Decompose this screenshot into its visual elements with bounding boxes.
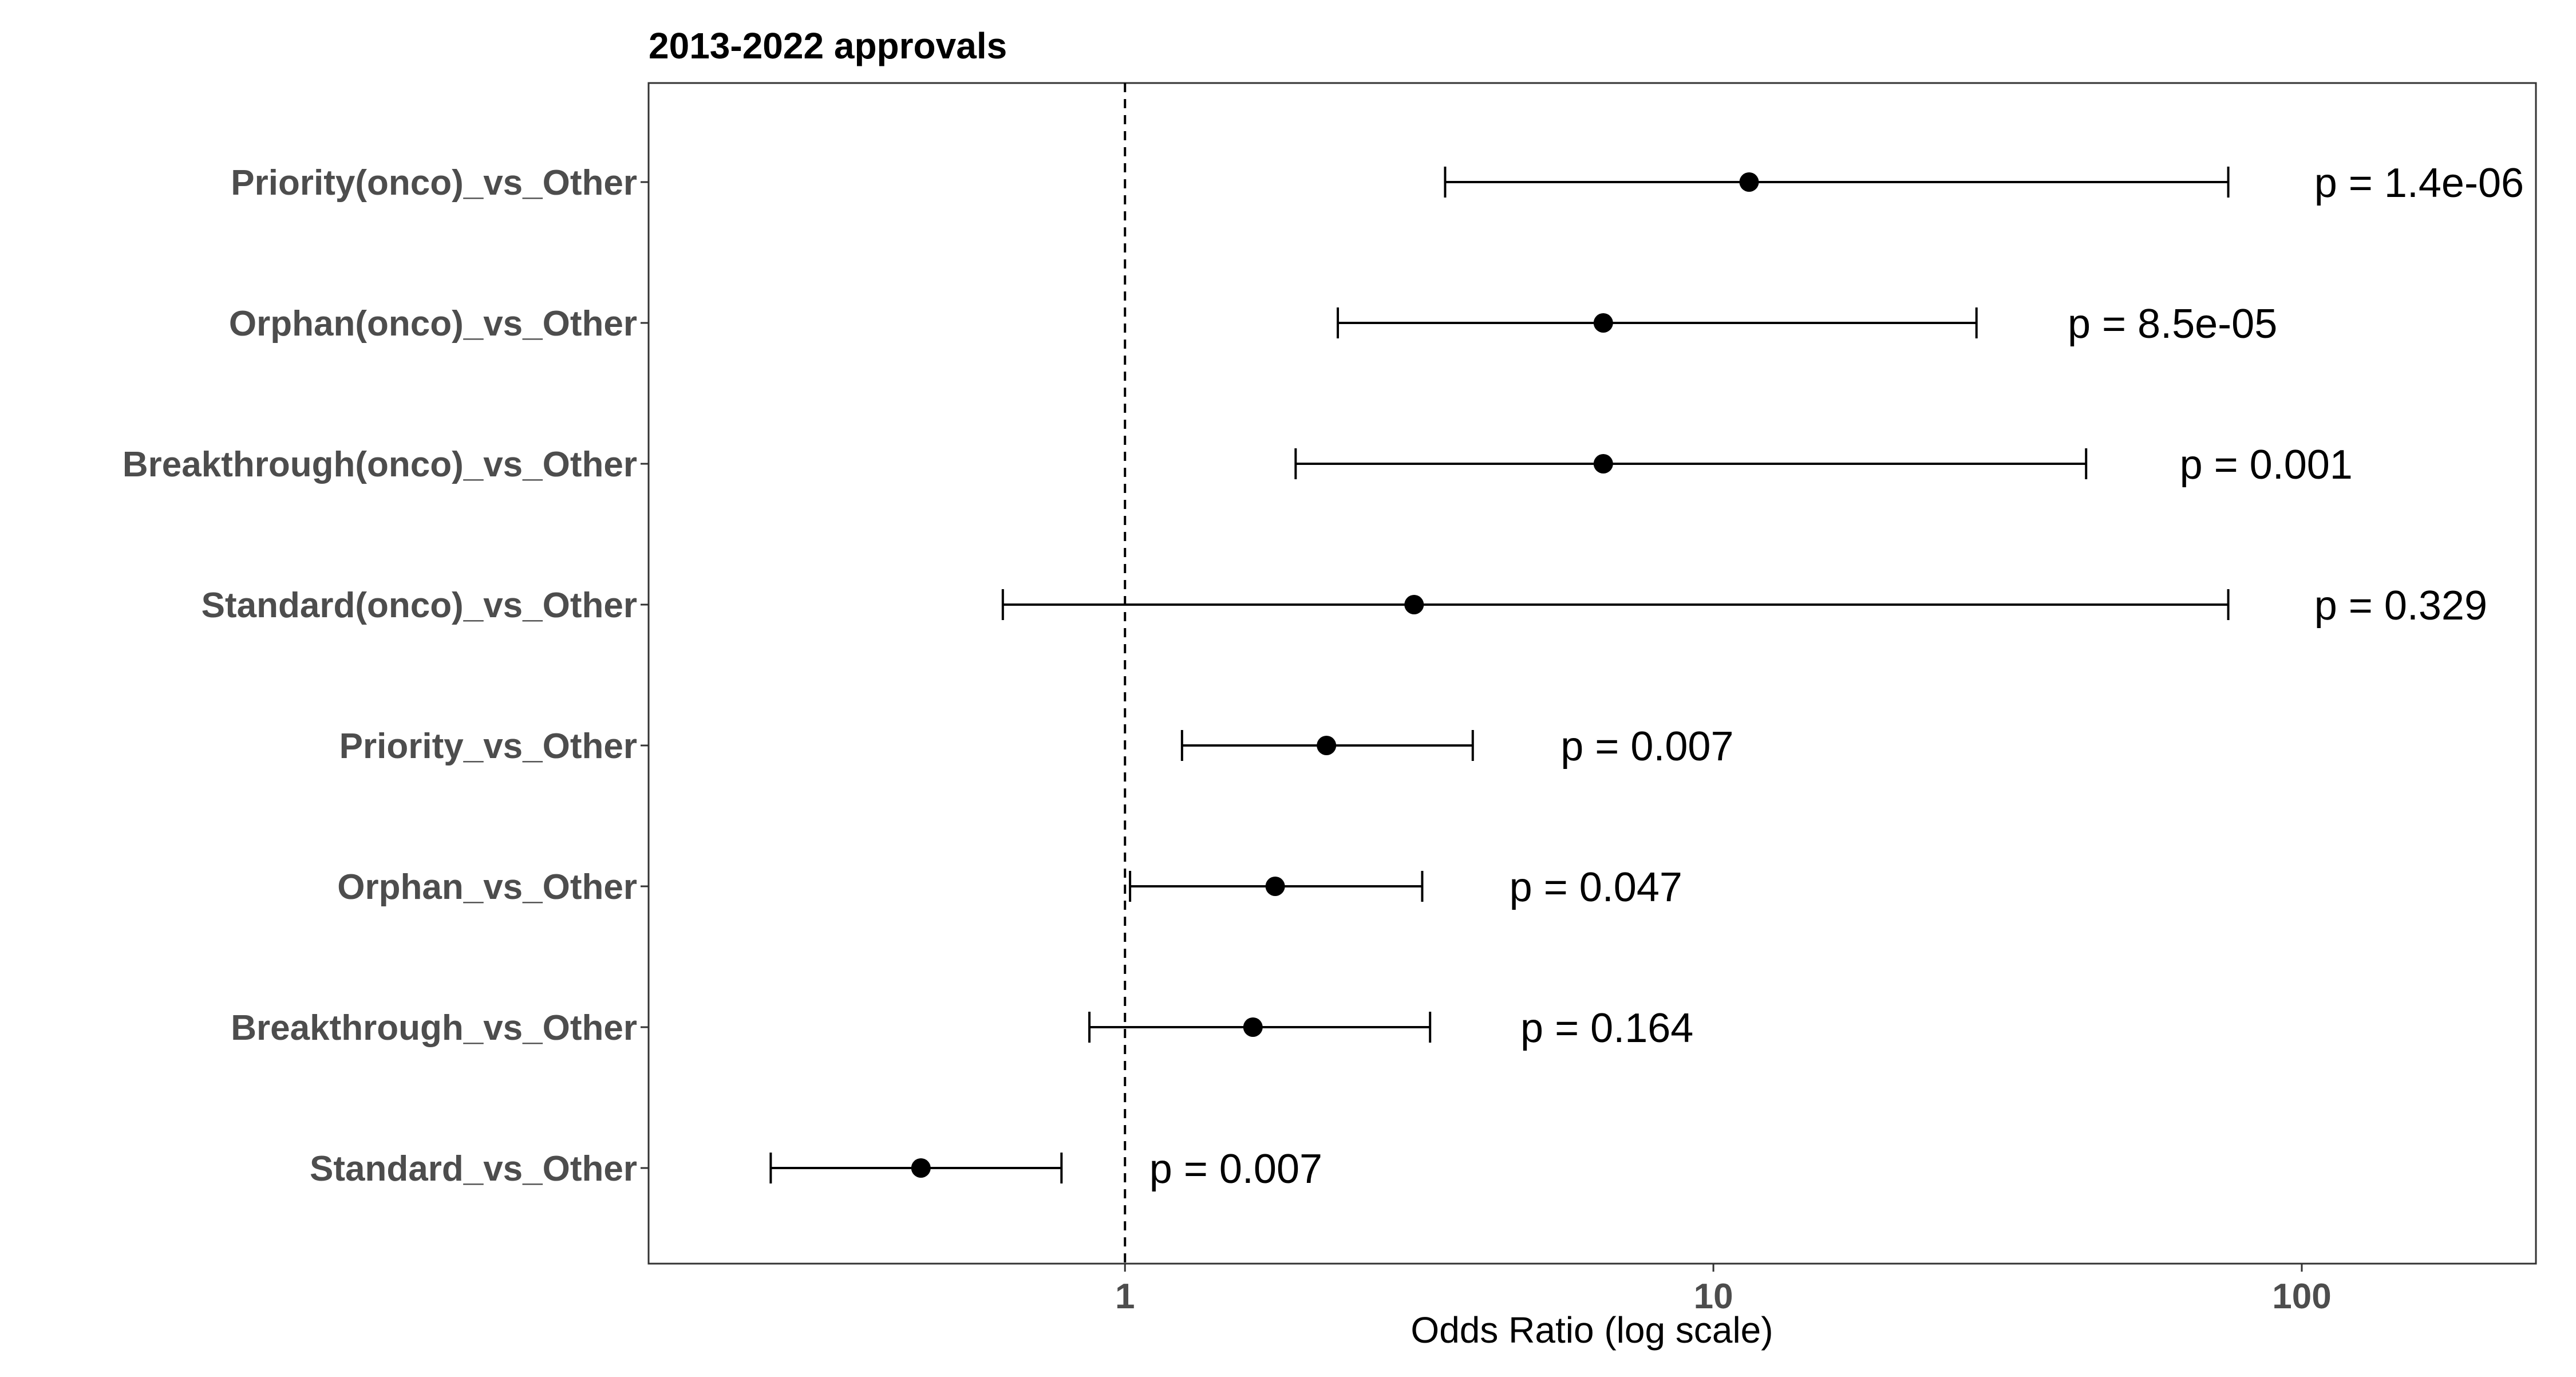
p-value-label: p = 0.007: [1149, 1146, 1322, 1192]
plot-panel: [647, 82, 2537, 1265]
y-tick-label: Orphan_vs_Other: [337, 867, 637, 907]
p-value-label: p = 1.4e-06: [2314, 160, 2524, 206]
estimate-point: [1593, 454, 1613, 474]
x-tick-label: 1: [1115, 1277, 1135, 1316]
y-tick-label: Priority(onco)_vs_Other: [231, 163, 637, 203]
chart-title: 2013-2022 approvals: [649, 25, 1007, 66]
estimate-point: [1243, 1017, 1263, 1037]
x-tick-label: 100: [2272, 1277, 2331, 1316]
y-tick-label: Orphan(onco)_vs_Other: [229, 304, 637, 344]
y-tick-label: Standard(onco)_vs_Other: [202, 586, 637, 625]
marks-layer: p = 1.4e-06 p = 8.5e-05 p = 0.001 p = 0.329…: [769, 83, 2524, 1264]
p-value-label: p = 0.329: [2314, 583, 2487, 629]
p-value-label: p = 0.164: [1520, 1005, 1693, 1051]
p-value-label: p = 0.007: [1560, 724, 1733, 770]
x-axis-title: Odds Ratio (log scale): [1411, 1309, 1773, 1351]
y-tick-label: Breakthrough(onco)_vs_Other: [123, 445, 637, 484]
p-value-label: p = 8.5e-05: [2068, 301, 2277, 347]
estimate-point: [1265, 877, 1285, 896]
x-tick-label: 10: [1694, 1277, 1733, 1316]
p-value-label: p = 0.001: [2180, 442, 2353, 488]
y-tick-label: Standard_vs_Other: [310, 1149, 637, 1189]
p-value-label: p = 0.047: [1510, 865, 1682, 910]
estimate-point: [1593, 313, 1613, 333]
estimate-point: [911, 1158, 931, 1178]
estimate-point: [1317, 736, 1337, 755]
y-tick-label: Priority_vs_Other: [339, 727, 637, 766]
estimate-point: [1739, 172, 1759, 192]
axes-layer: Priority(onco)_vs_Other Orphan(onco)_vs_O…: [123, 163, 2332, 1316]
estimate-point: [1404, 595, 1424, 614]
y-tick-label: Breakthrough_vs_Other: [231, 1008, 637, 1048]
